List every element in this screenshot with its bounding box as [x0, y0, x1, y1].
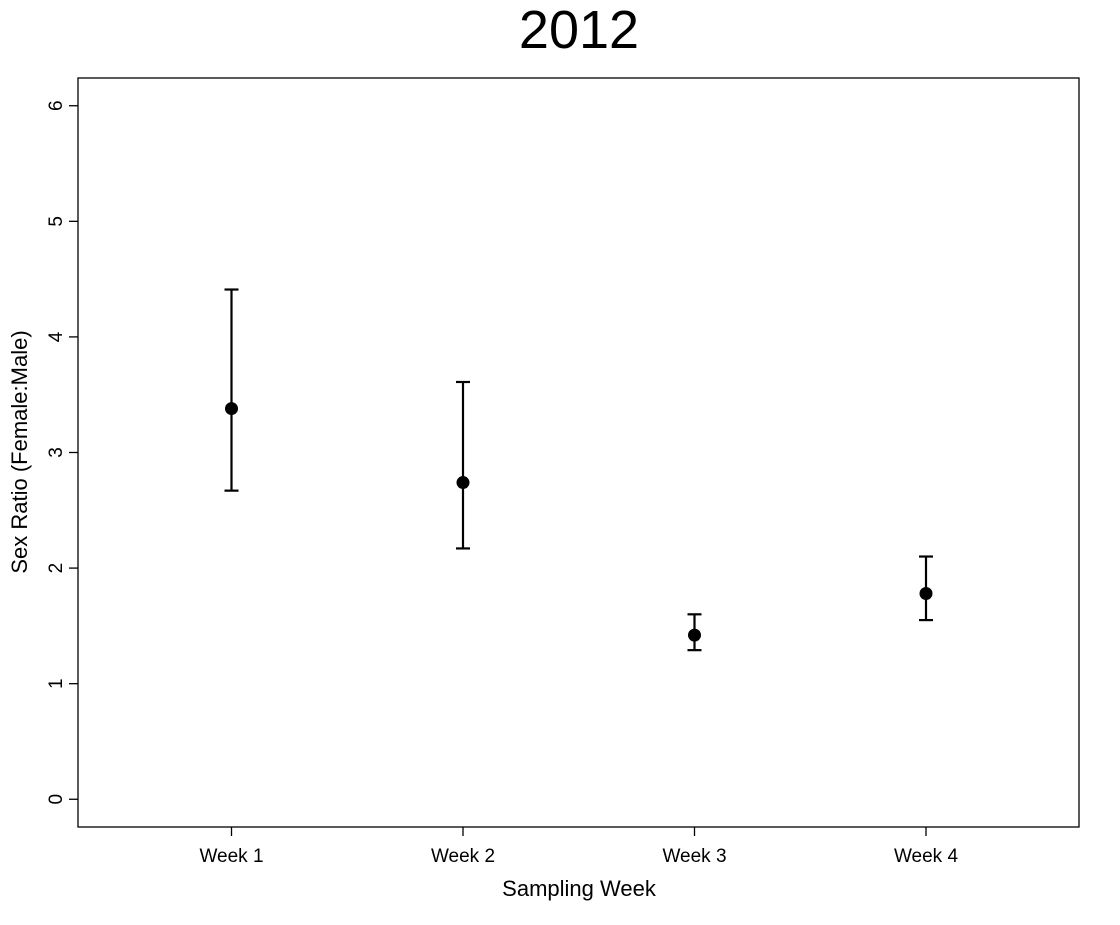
- y-tick-label: 6: [46, 100, 67, 111]
- error-bar-group: [919, 555, 933, 622]
- y-tick-label: 2: [46, 563, 67, 574]
- data-point: [919, 587, 933, 601]
- error-bar-group: [224, 288, 239, 492]
- y-tick-label: 0: [46, 794, 67, 805]
- data-point: [225, 402, 238, 416]
- error-bar-group: [456, 380, 470, 550]
- y-tick-label: 4: [46, 331, 67, 342]
- plot-frame: [77, 77, 1080, 828]
- y-tick-label: 3: [46, 447, 67, 458]
- data-marks: [224, 288, 933, 652]
- x-tick-label: Week 2: [431, 846, 495, 867]
- data-point: [688, 628, 701, 642]
- y-tick-label: 5: [46, 216, 67, 227]
- y-axis: 0 1 2 3 4 5 6: [46, 100, 78, 805]
- error-bar-group: [687, 613, 702, 652]
- x-axis: Week 1 Week 2 Week 3 Week 4: [199, 827, 958, 867]
- x-tick-label: Week 1: [199, 846, 263, 867]
- x-tick-label: Week 4: [894, 846, 959, 867]
- chart-title: 2012: [519, 0, 639, 60]
- y-tick-label: 1: [46, 678, 67, 689]
- x-tick-label: Week 3: [662, 846, 726, 867]
- x-axis-label: Sampling Week: [502, 876, 657, 901]
- y-axis-label: Sex Ratio (Female:Male): [7, 330, 32, 573]
- data-point: [456, 476, 470, 490]
